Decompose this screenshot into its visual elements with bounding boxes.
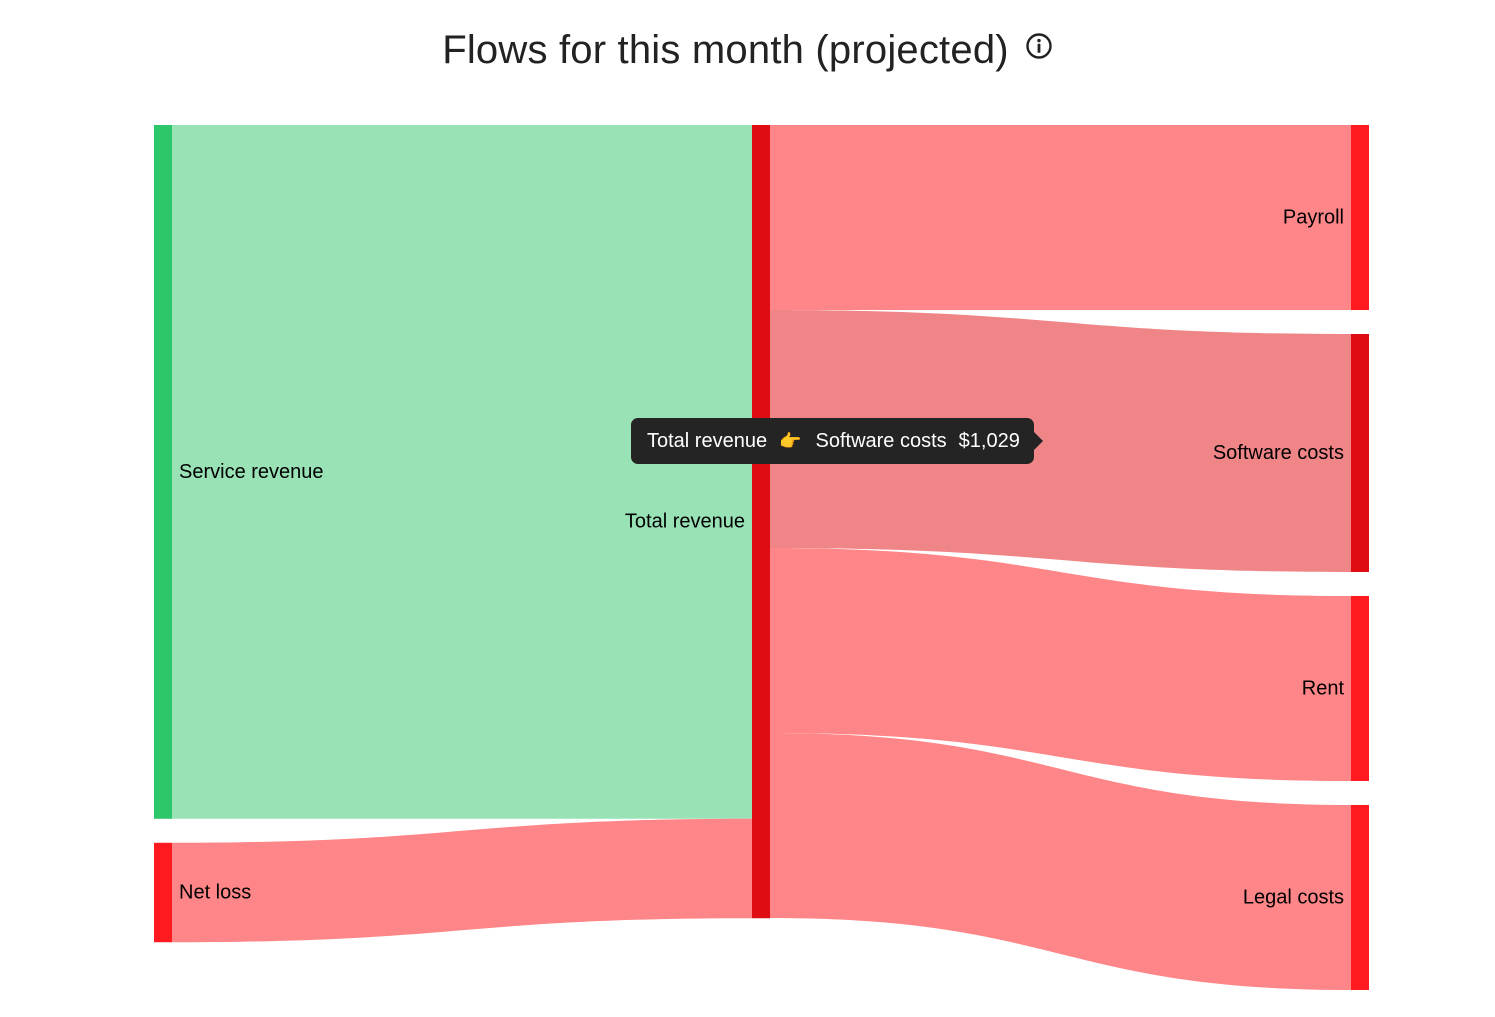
sankey-node-legal-costs[interactable]: [1351, 804, 1369, 990]
info-circle-icon[interactable]: [1025, 32, 1053, 60]
sankey-node-rent[interactable]: [1351, 595, 1369, 781]
chart-title-row: Flows for this month (projected): [0, 22, 1495, 78]
tooltip-source: Total revenue: [647, 429, 768, 452]
sankey-node-payroll[interactable]: [1351, 125, 1369, 311]
node-label-total-revenue: Total revenue: [625, 511, 745, 533]
node-label-legal-costs: Legal costs: [1243, 886, 1344, 908]
node-label-software-costs: Software costs: [1213, 442, 1344, 464]
sankey-nodes: [154, 125, 1369, 990]
sankey-link-total-revenue-to-legal-costs[interactable]: [770, 732, 1351, 990]
chart-title: Flows for this month (projected): [442, 27, 1009, 72]
sankey-link-service-revenue-to-total-revenue[interactable]: [172, 125, 752, 819]
sankey-link-total-revenue-to-payroll[interactable]: [770, 125, 1351, 311]
node-label-payroll: Payroll: [1283, 207, 1344, 229]
sankey-labels: Service revenue Net loss Total revenue Payr…: [179, 207, 1344, 909]
sankey-node-total-revenue[interactable]: [752, 125, 770, 919]
sankey-link-total-revenue-to-software-costs[interactable]: [770, 310, 1351, 572]
sankey-node-service-revenue[interactable]: [154, 125, 172, 819]
tooltip-target: Software costs: [815, 429, 947, 452]
sankey-link-net-loss-to-total-revenue[interactable]: [172, 818, 752, 943]
node-label-rent: Rent: [1302, 677, 1345, 699]
sankey-links: [172, 125, 1351, 990]
flow-tooltip: Total revenue 👉 Software costs $1,029: [631, 418, 1043, 464]
node-label-service-revenue: Service revenue: [179, 461, 324, 483]
sankey-node-net-loss[interactable]: [154, 842, 172, 943]
sankey-node-software-costs[interactable]: [1351, 334, 1369, 572]
sankey-link-total-revenue-to-rent[interactable]: [770, 547, 1351, 781]
tooltip-value: $1,029: [958, 429, 1020, 452]
pointing-hand-icon: 👉: [779, 430, 802, 451]
node-label-net-loss: Net loss: [179, 882, 251, 904]
